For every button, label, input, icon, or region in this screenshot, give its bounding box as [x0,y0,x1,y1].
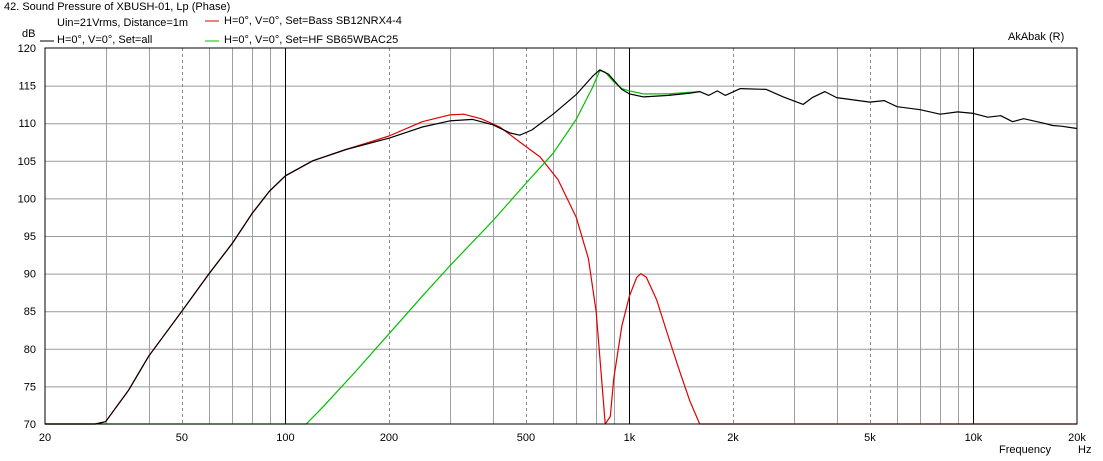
x-tick-label: 5k [864,432,876,444]
y-tick-label: 100 [18,193,36,205]
y-tick-label: 95 [24,231,36,243]
plot-frame [44,47,1078,425]
y-axis-label: dB [22,28,35,40]
series-line-all [45,69,1078,425]
x-tick-label: 500 [517,432,535,444]
x-tick-label: 20 [39,432,51,444]
grid [45,48,1077,424]
legend-entry-bass: H=0°, V=0°, Set=Bass SB12NRX4-4 [224,15,402,27]
x-axis-unit: Hz [1078,444,1091,456]
x-tick-label: 1k [624,432,636,444]
y-tick-label: 90 [24,269,36,281]
series-layer [45,69,1078,425]
y-tick-label: 70 [24,419,36,431]
y-tick-label: 120 [18,43,36,55]
x-tick-label: 2k [727,432,739,444]
legend-swatches [40,20,219,42]
y-tick-labels: 70 75 80 85 90 95 100 105 110 115 120 [18,43,36,431]
legend-measurement: Uin=21Vrms, Distance=1m [57,17,189,29]
x-tick-label: 100 [276,432,294,444]
y-tick-label: 110 [18,118,36,130]
chart-title: 42. Sound Pressure of XBUSH-01, Lp (Phas… [4,1,231,13]
watermark: AkAbak (R) [1008,31,1065,43]
y-tick-label: 85 [24,306,36,318]
x-tick-label: 20k [1068,432,1086,444]
series-line-bass [45,113,1077,425]
legend-entry-hf: H=0°, V=0°, Set=HF SB65WBAC25 [224,34,399,46]
y-tick-label: 105 [18,156,36,168]
y-tick-label: 75 [24,381,36,393]
x-tick-label: 50 [176,432,188,444]
x-tick-label: 10k [965,432,983,444]
y-tick-label: 80 [24,344,36,356]
series-line-hf [45,70,700,425]
y-tick-label: 115 [18,81,36,93]
x-tick-labels: 20 50 100 200 500 1k 2k 5k 10k 20k [39,432,1086,444]
x-axis-label: Frequency [999,444,1051,456]
legend-entry-all: H=0°, V=0°, Set=all [57,34,153,46]
x-tick-label: 200 [380,432,398,444]
